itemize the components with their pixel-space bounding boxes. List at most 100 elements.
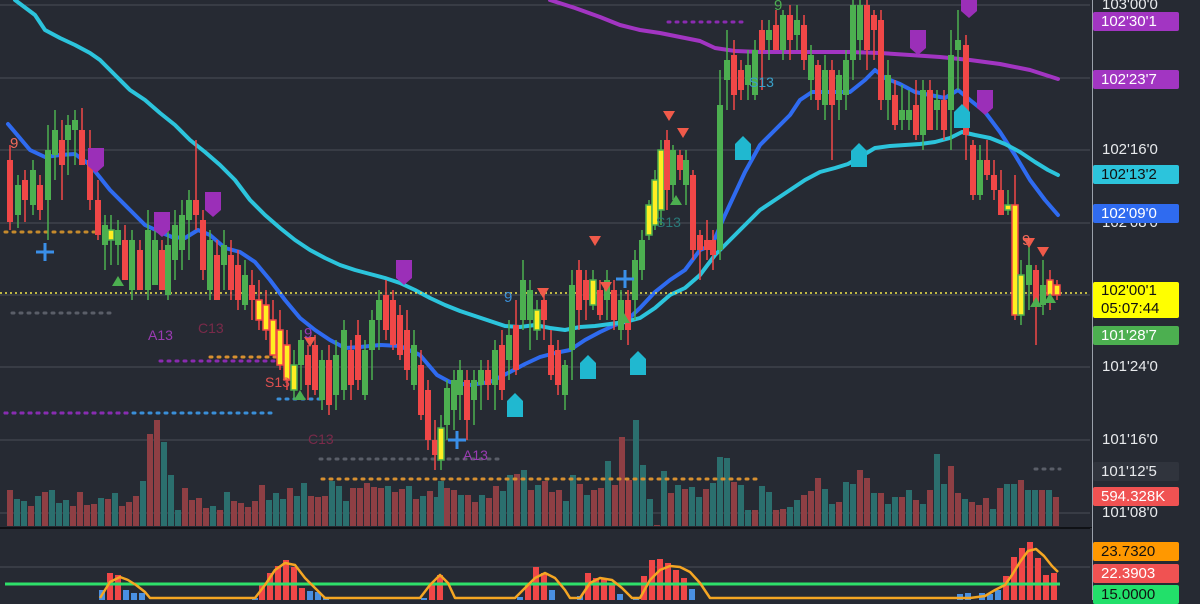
volume-bar [892, 497, 898, 526]
candle-body [376, 300, 382, 320]
candle [193, 140, 199, 230]
osc-value-badge: 22.3903 [1093, 564, 1179, 583]
candle-body [815, 65, 821, 100]
down-triangle-icon [1037, 247, 1049, 257]
purple-flag-icon [910, 30, 926, 55]
candle [333, 340, 339, 410]
candle [290, 350, 298, 400]
volume-bar [1039, 490, 1045, 526]
candle-body-highlight [262, 304, 270, 331]
candle-body [683, 160, 689, 185]
candle-body [745, 65, 751, 85]
candle-body [457, 370, 463, 395]
candle-body [95, 200, 101, 235]
candle-body [464, 380, 470, 420]
volume-bar [413, 499, 419, 526]
volume-bar [1025, 490, 1031, 526]
candle [533, 300, 541, 340]
candle [457, 360, 463, 420]
candle [794, 5, 800, 50]
volume-bar [1046, 490, 1052, 526]
candle [102, 215, 108, 270]
candle [1026, 240, 1032, 310]
candle [451, 370, 457, 430]
candle [283, 330, 291, 390]
candle-body [520, 280, 526, 320]
cyan-flag-icon [507, 393, 523, 417]
volume-bar [675, 485, 681, 526]
candle [30, 160, 36, 215]
volume-bar [570, 475, 576, 526]
volume-bar [350, 488, 356, 526]
candle-body [759, 30, 765, 50]
volume-bar [962, 499, 968, 526]
candle [52, 110, 58, 180]
volume-bar [224, 492, 230, 526]
volume-bar [885, 504, 891, 526]
volume-bar [906, 490, 912, 526]
candle [690, 170, 696, 260]
candle [425, 380, 431, 450]
oscillator-bar [299, 588, 305, 600]
volume-bar [420, 496, 426, 526]
candle [492, 340, 498, 410]
candle [129, 230, 135, 300]
candle-body [65, 125, 71, 140]
oscillator-bar [1027, 542, 1033, 600]
candle [583, 270, 589, 320]
volume-bar [451, 490, 457, 526]
candle-body [249, 285, 255, 300]
candle [95, 180, 101, 240]
candle [815, 60, 821, 110]
volume-bar [766, 492, 772, 526]
candle [432, 420, 438, 470]
oscillator-bar [601, 578, 607, 600]
candle-body [411, 345, 417, 385]
candle-body [697, 235, 703, 250]
osc-value-badge-value: 22.3903 [1101, 565, 1156, 582]
oscillator-bar [649, 560, 655, 600]
candle-body [305, 355, 311, 385]
candle-body [397, 315, 403, 355]
candle-body [991, 175, 997, 190]
candle [15, 175, 21, 228]
last-price-badge: 102'00'1 05:07:44 [1093, 282, 1179, 318]
candle [437, 415, 445, 470]
volume-bar [591, 490, 597, 526]
candle-body [998, 190, 1004, 215]
candle-body [576, 270, 582, 310]
candle [683, 150, 689, 205]
candle-body [102, 225, 108, 245]
oscillator-bar [307, 591, 313, 600]
volume-oscillator-separator[interactable] [0, 527, 1092, 528]
candle [464, 370, 470, 440]
ema-fast-price-badge: 102'09'0 [1093, 204, 1179, 223]
candle-body [927, 90, 933, 130]
volume-bar [28, 506, 34, 526]
volume-bar [385, 486, 391, 526]
volume-bar [203, 508, 209, 526]
candle-body [235, 265, 241, 300]
volume-bar [801, 495, 807, 526]
up-triangle-icon [670, 195, 682, 205]
candle [752, 40, 758, 100]
candle-body-highlight [533, 309, 541, 331]
candle [369, 310, 375, 380]
ema-slow-price-badge: 102'30'1 [1093, 12, 1179, 31]
candle [269, 300, 277, 356]
ema-slow2-price-badge: 102'23'7 [1093, 70, 1179, 89]
candle-body [30, 170, 36, 205]
volume-bar [647, 499, 653, 526]
candle [998, 170, 1004, 215]
candle-body [418, 365, 424, 415]
oscillator-bar [1035, 558, 1041, 600]
candle [79, 108, 85, 165]
candle [625, 290, 631, 345]
candle-body [632, 260, 638, 300]
candle-body [52, 130, 58, 155]
purple-flag-icon [154, 212, 170, 237]
candle-body [137, 250, 143, 290]
down-triangle-icon [1023, 238, 1035, 248]
candle-body [193, 200, 199, 215]
